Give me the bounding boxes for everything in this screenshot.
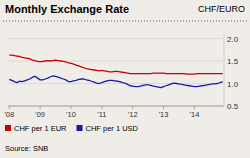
grid-line xyxy=(8,38,224,39)
lines xyxy=(9,55,222,87)
y-tick-label: 2.0 xyxy=(227,35,239,44)
x-tick xyxy=(132,106,133,109)
x-tick xyxy=(40,106,41,109)
x-tick xyxy=(101,106,102,109)
x-tick-label: '11 xyxy=(97,110,106,119)
x-tick-label: '12 xyxy=(128,110,138,119)
x-tick-label: '09 xyxy=(35,110,45,119)
legend-label: CHF per 1 EUR xyxy=(14,124,67,133)
legend-label: CHF per 1 USD xyxy=(86,124,139,133)
x-tick xyxy=(163,106,164,109)
x-tick-label: '10 xyxy=(66,110,76,119)
y-tick-label: 0.5 xyxy=(227,102,239,111)
series-line xyxy=(9,76,222,88)
title: Monthly Exchange Rate xyxy=(5,3,129,15)
legend-swatch xyxy=(77,125,83,131)
annotation: Source: SNB xyxy=(5,144,48,153)
x-tick xyxy=(9,106,10,109)
separator xyxy=(3,21,247,22)
y-axis-line xyxy=(224,34,225,106)
series-line xyxy=(9,55,222,74)
x-tick xyxy=(194,106,195,109)
legend-swatch xyxy=(5,125,11,131)
x-tick-label: '13 xyxy=(159,110,169,119)
grid xyxy=(8,39,224,107)
legend: CHF per 1 EUR CHF per 1 USD xyxy=(5,124,139,133)
chart: Monthly Exchange Rate CHF/EURO 0.5 1.0 1.5 2.… xyxy=(0,0,250,158)
grid-line xyxy=(8,83,224,84)
x-tick-label: '14 xyxy=(190,110,200,119)
y-tick-label: 1.5 xyxy=(227,57,239,66)
subtitle: CHF/EURO xyxy=(198,4,245,14)
x-tick-label: '08 xyxy=(4,110,14,119)
y-tick-label: 1.0 xyxy=(227,80,239,89)
x-tick xyxy=(71,106,72,109)
